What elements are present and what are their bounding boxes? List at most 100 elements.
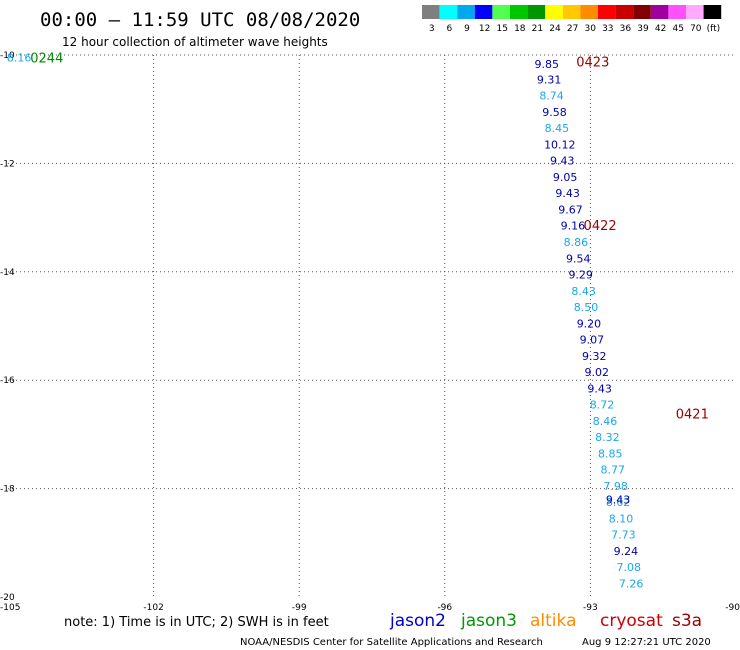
swh-value: 9.43 (587, 382, 612, 395)
swh-value: 8.77 (600, 464, 625, 477)
swh-value: 9.20 (577, 317, 602, 330)
colorbar-swatch (474, 5, 493, 19)
colorbar-label: 70 (690, 24, 702, 34)
y-tick-label: -14 (0, 268, 15, 278)
swh-value: 9.43 (606, 493, 631, 506)
swh-value: 8.32 (595, 431, 620, 444)
swh-value: 9.32 (582, 350, 607, 363)
footer: note: 1) Time is in UTC; 2) SWH is in fe… (64, 611, 711, 648)
swh-value: 9.54 (566, 252, 591, 265)
swh-value: 8.43 (571, 285, 596, 298)
swh-value: 9.31 (537, 73, 562, 86)
swh-value: 9.07 (580, 334, 605, 347)
track-labels: 0423 0422 0421 0244 (30, 52, 709, 423)
header: 00:00 – 11:59 UTC 08/08/2020 12 hour col… (40, 9, 360, 49)
map-grid (8, 54, 736, 597)
colorbar-label: 27 (567, 24, 578, 34)
swh-value: 9.16 (561, 220, 586, 233)
page-subtitle: 12 hour collection of altimeter wave hei… (62, 35, 328, 49)
colorbar-label: 3 (429, 24, 435, 34)
colorbar-swatch (510, 5, 528, 19)
x-tick-label: -99 (292, 603, 307, 613)
y-tick-label: -18 (0, 485, 15, 495)
colorbar-label: 36 (620, 24, 632, 34)
colorbar-label: (ft) (707, 24, 721, 34)
swh-value: 8.45 (545, 122, 570, 135)
axis-ticks: -105 -102 -99 -96 -93 -90 -10 -12 -14 -16 -18 -20 (0, 51, 740, 613)
colorbar-label: 39 (637, 24, 649, 34)
colorbar-label: 33 (602, 24, 613, 34)
colorbar-label: 18 (514, 24, 526, 34)
colorbar-label: 6 (447, 24, 453, 34)
x-tick-label: -96 (437, 603, 452, 613)
x-tick-label: -90 (725, 603, 740, 613)
legend-altika: altika (530, 611, 577, 631)
swh-value: 9.29 (568, 269, 593, 282)
colorbar-swatch (545, 5, 563, 19)
swh-value: 9.58 (542, 106, 567, 119)
track-label: 0422 (584, 219, 617, 234)
colorbar-label: 30 (584, 24, 596, 34)
swh-value: 7.73 (611, 529, 636, 542)
credit-line: NOAA/NESDIS Center for Satellite Applica… (240, 637, 543, 648)
colorbar-swatch (650, 5, 669, 19)
x-tick-label: -102 (143, 603, 163, 613)
swh-value: 8.16 (7, 52, 32, 65)
track-label: 0421 (676, 407, 709, 422)
colorbar-swatch (598, 5, 616, 19)
y-tick-label: -12 (0, 159, 15, 169)
swh-value: 7.08 (616, 561, 641, 574)
swh-value: 9.85 (534, 58, 559, 71)
swh-value: 7.26 (619, 577, 644, 590)
colorbar-label: 45 (672, 24, 683, 34)
swh-value: 10.12 (544, 138, 576, 151)
timestamp: Aug 9 12:27:21 UTC 2020 (582, 637, 711, 648)
colorbar-legend: 3 6 9 12 15 18 21 24 27 30 33 36 39 42 45 70 (ft) (422, 5, 722, 34)
swh-value: 9.67 (558, 203, 583, 216)
colorbar-swatch (439, 5, 458, 19)
page-title: 00:00 – 11:59 UTC 08/08/2020 (40, 9, 360, 31)
y-tick-label: -16 (0, 376, 15, 386)
colorbar-label: 42 (655, 24, 666, 34)
units-note: note: 1) Time is in UTC; 2) SWH is in fe… (64, 615, 329, 630)
swh-value: 9.24 (614, 545, 639, 558)
colorbar-label: 21 (532, 24, 543, 34)
colorbar-swatch (492, 5, 510, 19)
colorbar-swatch (633, 5, 651, 19)
colorbar-label: 12 (479, 24, 490, 34)
colorbar-label: 15 (496, 24, 507, 34)
legend-jason2: jason2 (389, 611, 446, 631)
swh-value: 9.05 (553, 171, 578, 184)
swh-value: 9.02 (584, 366, 609, 379)
legend-s3a: s3a (672, 611, 702, 631)
x-tick-label: -93 (583, 603, 598, 613)
colorbar-swatch (615, 5, 634, 19)
swh-value: 9.43 (555, 187, 580, 200)
colorbar-label: 24 (549, 24, 561, 34)
swh-value: 8.86 (564, 236, 589, 249)
swh-value: 7.98 (603, 480, 628, 493)
swh-value: 8.10 (609, 512, 634, 525)
legend-cryosat: cryosat (600, 611, 663, 631)
colorbar-swatch (562, 5, 581, 19)
track-label: 0244 (30, 52, 63, 67)
colorbar-swatch (703, 5, 722, 19)
swh-value: 8.62 (606, 496, 631, 509)
y-tick-label: -10 (0, 51, 15, 61)
swh-value: 8.46 (593, 415, 618, 428)
swh-value: 8.50 (574, 301, 599, 314)
colorbar-swatch (580, 5, 598, 19)
y-tick-label: -20 (0, 593, 15, 603)
wave-height-observations: 8.16 9.85 9.31 8.74 9.58 8.45 10.12 9.43 9.05 9.4… (7, 52, 644, 591)
swh-value: 8.74 (539, 90, 564, 103)
swh-value: 9.43 (550, 155, 575, 168)
colorbar-swatch (457, 5, 475, 19)
satellite-legend: jason2 jason3 altika cryosat s3a (389, 611, 702, 631)
legend-jason3: jason3 (460, 611, 517, 631)
swh-value: 8.85 (598, 447, 623, 460)
colorbar-swatch (668, 5, 686, 19)
colorbar-swatch (422, 5, 440, 19)
x-tick-label: -105 (0, 603, 20, 613)
track-label: 0423 (576, 56, 609, 71)
